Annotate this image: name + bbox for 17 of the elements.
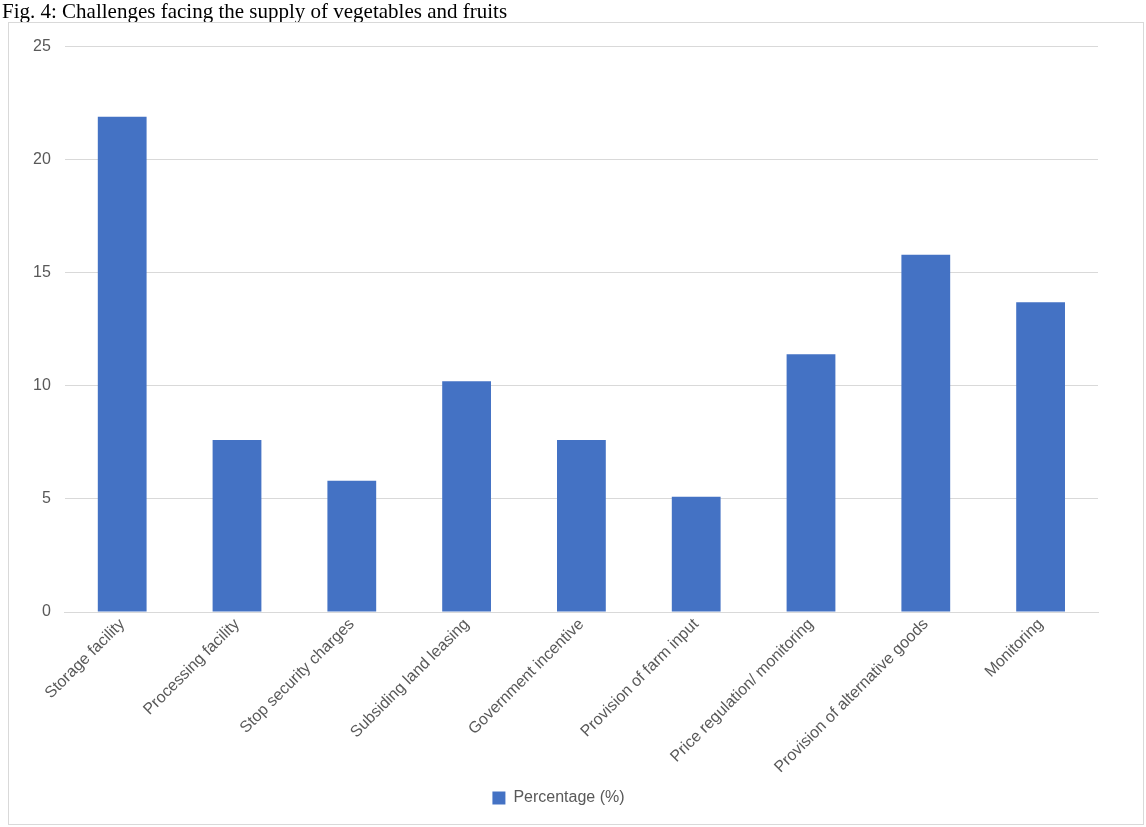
y-tick-label: 15 (33, 263, 51, 281)
bar (901, 254, 951, 612)
legend-label: Percentage (%) (513, 788, 625, 806)
y-tick-label: 25 (33, 37, 51, 55)
y-tick-label: 5 (41, 489, 51, 507)
y-tick-label: 10 (33, 376, 51, 394)
bar (97, 116, 147, 612)
bar (1016, 302, 1065, 612)
chart-title: Fig. 4: Challenges facing the supply of vegetables and fruits (1, 0, 509, 23)
bar (327, 480, 377, 612)
bar (786, 354, 836, 612)
bar (557, 440, 606, 612)
bar (442, 381, 491, 612)
y-tick-label: 20 (33, 150, 51, 168)
bar (212, 440, 262, 612)
bar (671, 496, 721, 612)
y-tick-label: 0 (41, 602, 51, 620)
